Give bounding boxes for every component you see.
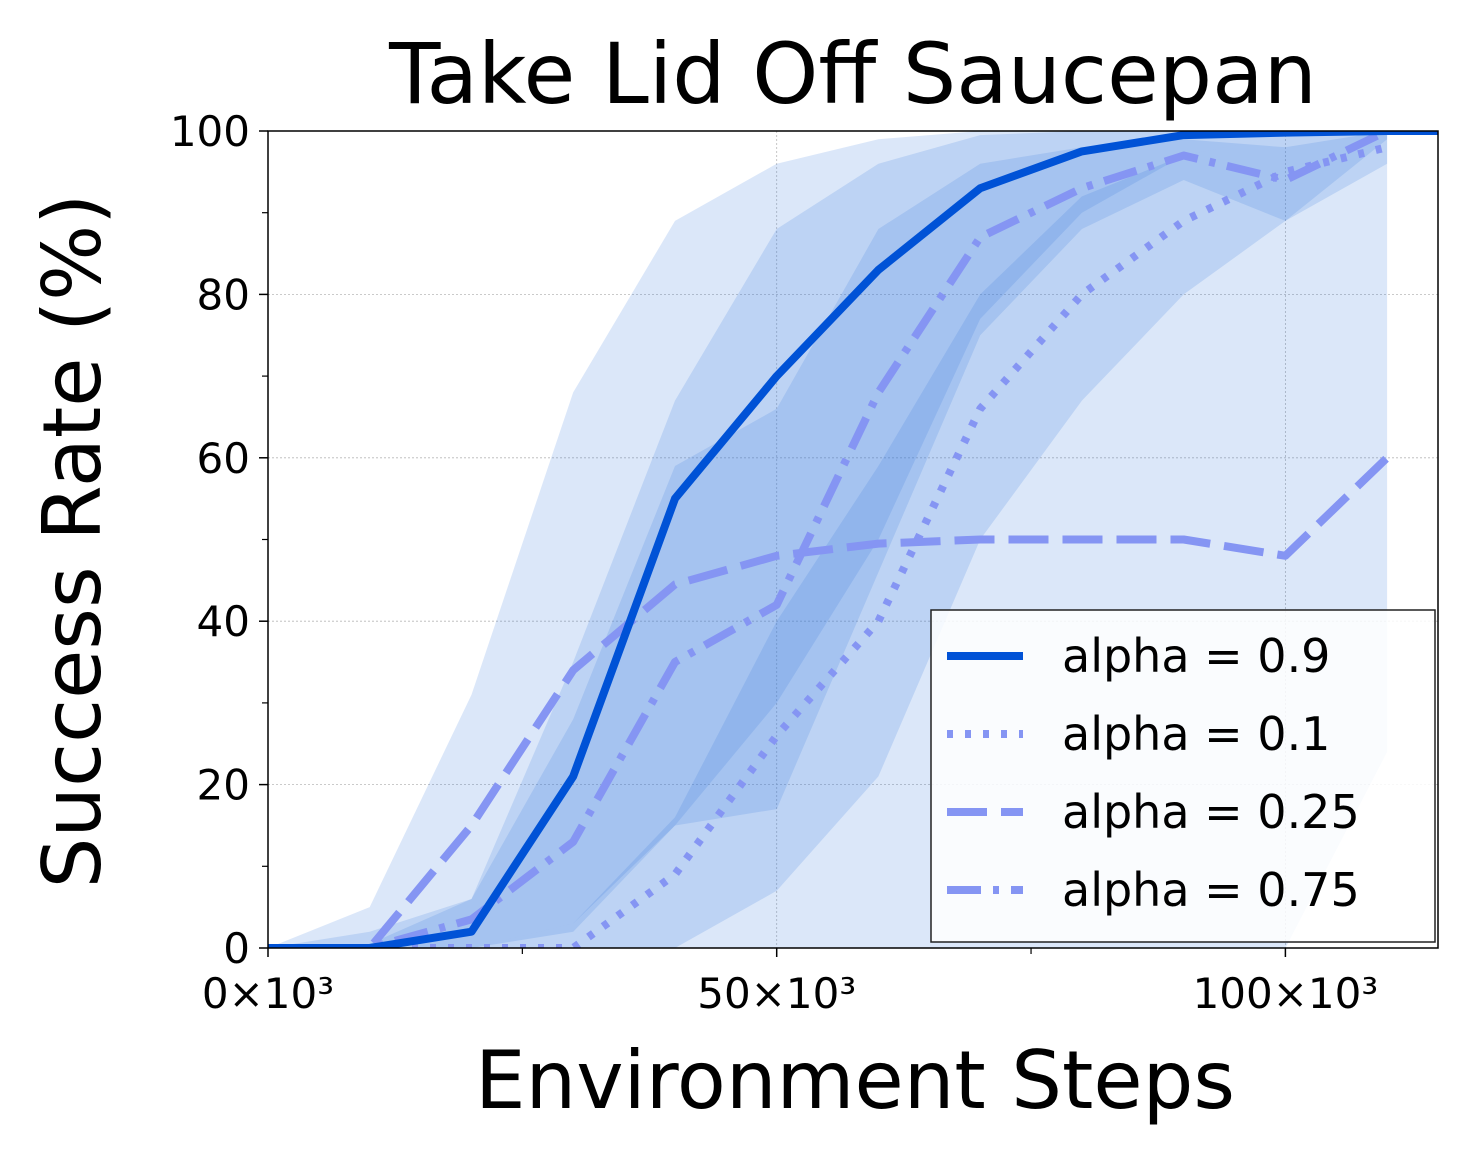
series-line-3 — [268, 454, 1390, 948]
series-line-4 — [268, 131, 1389, 948]
y-tick-label: 60 — [197, 434, 250, 483]
y-tick-label: 0 — [223, 924, 250, 973]
band-series-2 — [268, 131, 1388, 948]
x-tick-label: 50×10³ — [697, 969, 856, 1018]
y-tick-label: 80 — [197, 270, 250, 319]
chart-title: Take Lid Off Saucepan — [388, 25, 1317, 123]
band-series-1 — [268, 131, 1438, 948]
y-tick-label: 100 — [170, 107, 250, 156]
series-lines — [268, 131, 1438, 948]
band-series-4 — [268, 131, 1388, 948]
legend: alpha = 0.9 alpha = 0.1 alpha = 0.25 alpha … — [930, 609, 1436, 943]
axis-ticks: 0×10³ 50×10³ 100×10³ 0 20 40 60 80 100 — [170, 107, 1378, 1018]
legend-label: alpha = 0.1 — [1062, 707, 1330, 761]
legend-label: alpha = 0.9 — [1062, 629, 1330, 683]
legend-label: alpha = 0.25 — [1062, 785, 1360, 839]
y-tick-label: 20 — [197, 761, 250, 810]
series-line-1 — [268, 131, 1438, 948]
y-axis-label: Success Rate (%) — [26, 194, 119, 889]
x-axis-label: Environment Steps — [475, 1034, 1235, 1127]
legend-label: alpha = 0.75 — [1062, 863, 1360, 917]
y-tick-label: 40 — [197, 597, 250, 646]
x-tick-label: 100×10³ — [1193, 969, 1379, 1018]
x-tick-label: 0×10³ — [202, 969, 334, 1018]
